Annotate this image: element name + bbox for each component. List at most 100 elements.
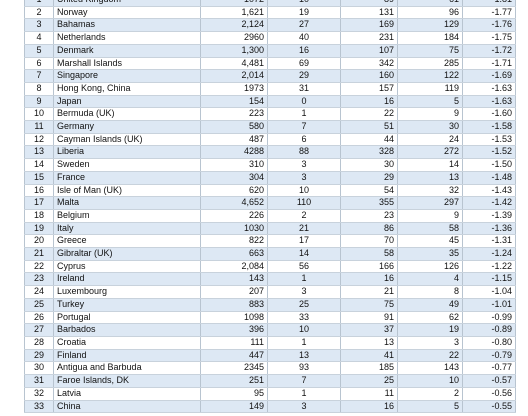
count-cell: 1973	[200, 82, 268, 96]
count-cell: 110	[267, 196, 341, 210]
country-cell: Malta	[53, 196, 201, 210]
table-row: 18 Belgium 226 2 23 9 -1.39	[24, 209, 516, 223]
rank-cell: 20	[24, 234, 54, 249]
count-cell: 663	[200, 247, 268, 261]
rank-cell: 11	[24, 120, 54, 134]
count-cell: 96	[397, 6, 463, 20]
table-row: 32 Latvia 95 1 11 2 -0.56	[24, 387, 516, 401]
table-row: 8 Hong Kong, China 1973 31 157 119 -1.63	[24, 82, 516, 96]
count-cell: 126	[397, 260, 463, 274]
count-cell: 69	[267, 57, 341, 71]
count-cell: 35	[397, 247, 463, 261]
count-cell: 119	[397, 82, 463, 96]
rank-cell: 18	[24, 209, 54, 223]
count-cell: 75	[340, 298, 398, 312]
count-cell: 62	[397, 311, 463, 325]
rank-cell: 12	[24, 133, 54, 147]
count-cell: 1	[267, 336, 341, 350]
table-row: 21 Gibraltar (UK) 663 14 58 35 -1.24	[24, 247, 516, 261]
rank-cell: 31	[24, 374, 54, 388]
count-cell: 328	[340, 145, 398, 160]
count-cell: 2	[267, 209, 341, 223]
country-cell: Isle of Man (UK)	[53, 184, 201, 198]
rank-cell: 1	[24, 0, 54, 7]
count-cell: 10	[267, 184, 341, 198]
table-row: 10 Bermuda (UK) 223 1 22 9 -1.60	[24, 107, 516, 122]
table-row: 9 Japan 154 0 16 5 -1.63	[24, 95, 516, 109]
country-cell: Finland	[53, 349, 201, 363]
count-cell: 86	[340, 222, 398, 236]
count-cell: 9	[397, 107, 463, 122]
country-cell: France	[53, 171, 201, 185]
rank-cell: 13	[24, 145, 54, 160]
count-cell: 2,084	[200, 260, 268, 274]
count-cell: 27	[267, 18, 341, 33]
score-cell: -1.01	[462, 298, 516, 312]
count-cell: 49	[397, 298, 463, 312]
country-cell: Latvia	[53, 387, 201, 401]
count-cell: 2	[397, 387, 463, 401]
table-row: 16 Isle of Man (UK) 620 10 54 32 -1.43	[24, 184, 516, 198]
rank-cell: 28	[24, 336, 54, 350]
rank-cell: 3	[24, 18, 54, 33]
rank-cell: 15	[24, 171, 54, 185]
count-cell: 23	[340, 209, 398, 223]
count-cell: 231	[340, 31, 398, 45]
country-cell: Antigua and Barbuda	[53, 361, 201, 376]
count-cell: 111	[200, 336, 268, 350]
rank-cell: 29	[24, 349, 54, 363]
count-cell: 7	[267, 120, 341, 134]
count-cell: 41	[340, 349, 398, 363]
score-cell: -0.99	[462, 311, 516, 325]
count-cell: 88	[267, 145, 341, 160]
score-cell: -0.57	[462, 374, 516, 388]
score-cell: -0.79	[462, 349, 516, 363]
score-cell: -0.56	[462, 387, 516, 401]
count-cell: 31	[267, 82, 341, 96]
count-cell: 129	[397, 18, 463, 33]
count-cell: 169	[340, 18, 398, 33]
count-cell: 447	[200, 349, 268, 363]
score-cell: -1.50	[462, 158, 516, 172]
table-row: 23 Ireland 143 1 16 4 -1.15	[24, 272, 516, 287]
count-cell: 131	[340, 6, 398, 20]
count-cell: 396	[200, 323, 268, 337]
count-cell: 21	[267, 222, 341, 236]
table-row: 6 Marshall Islands 4,481 69 342 285 -1.71	[24, 57, 516, 71]
count-cell: 17	[267, 234, 341, 249]
count-cell: 45	[397, 234, 463, 249]
rank-cell: 25	[24, 298, 54, 312]
count-cell: 93	[267, 361, 341, 376]
count-cell: 95	[200, 387, 268, 401]
count-cell: 184	[397, 31, 463, 45]
count-cell: 6	[267, 133, 341, 147]
count-cell: 1072	[200, 0, 268, 7]
table-row: 30 Antigua and Barbuda 2345 93 185 143 -0.77	[24, 361, 516, 376]
country-cell: Norway	[53, 6, 201, 20]
country-cell: Ireland	[53, 272, 201, 287]
country-cell: Gibraltar (UK)	[53, 247, 201, 261]
count-cell: 1,621	[200, 6, 268, 20]
count-cell: 149	[200, 400, 268, 414]
table-row: 19 Italy 1030 21 86 58 -1.36	[24, 222, 516, 236]
count-cell: 207	[200, 285, 268, 299]
score-cell: -1.63	[462, 82, 516, 96]
score-cell: -1.69	[462, 69, 516, 83]
count-cell: 16	[267, 44, 341, 58]
score-cell: -1.31	[462, 234, 516, 249]
count-cell: 30	[397, 120, 463, 134]
country-cell: Luxembourg	[53, 285, 201, 299]
count-cell: 157	[340, 82, 398, 96]
count-cell: 22	[340, 107, 398, 122]
rank-cell: 8	[24, 82, 54, 96]
rank-cell: 21	[24, 247, 54, 261]
country-cell: Belgium	[53, 209, 201, 223]
country-cell: Faroe Islands, DK	[53, 374, 201, 388]
country-cell: Barbados	[53, 323, 201, 337]
count-cell: 154	[200, 95, 268, 109]
count-cell: 10	[267, 323, 341, 337]
score-cell: -0.89	[462, 323, 516, 337]
score-cell: -1.53	[462, 133, 516, 147]
count-cell: 14	[397, 158, 463, 172]
